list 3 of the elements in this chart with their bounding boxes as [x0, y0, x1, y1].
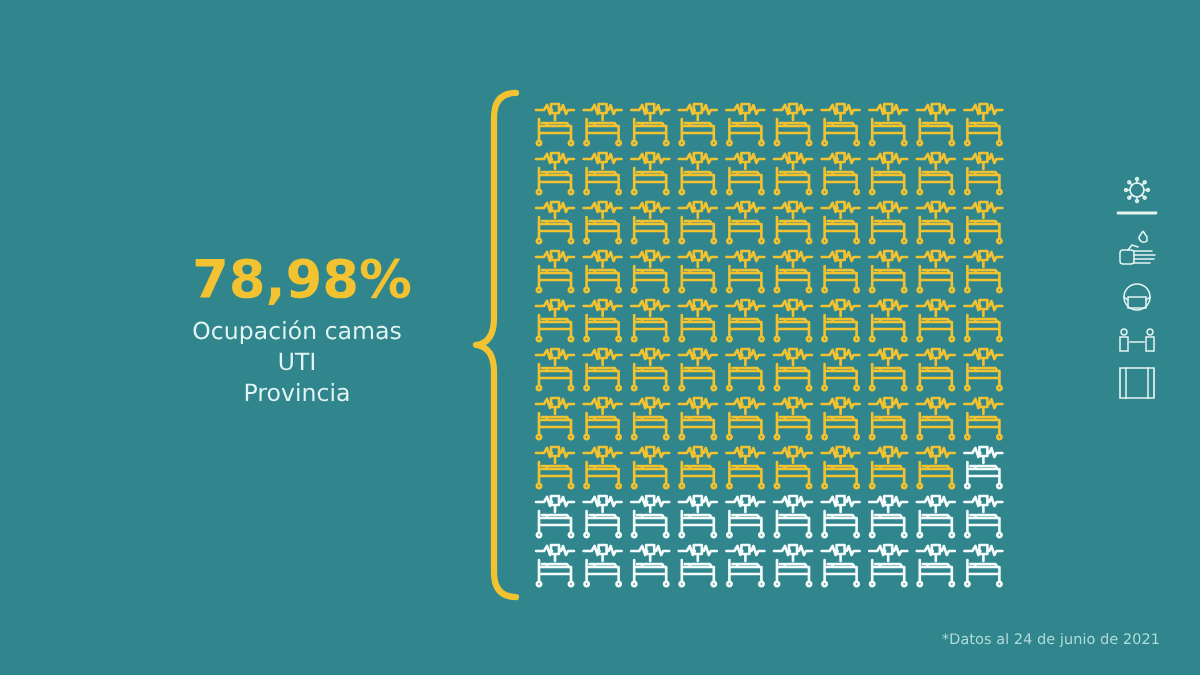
category-label: Ocupación camas UTI Provincia: [193, 320, 401, 402]
data-label: 78,98%: [195, 258, 411, 306]
text: *Datos al 24 de junio de 2021: [942, 632, 1159, 648]
